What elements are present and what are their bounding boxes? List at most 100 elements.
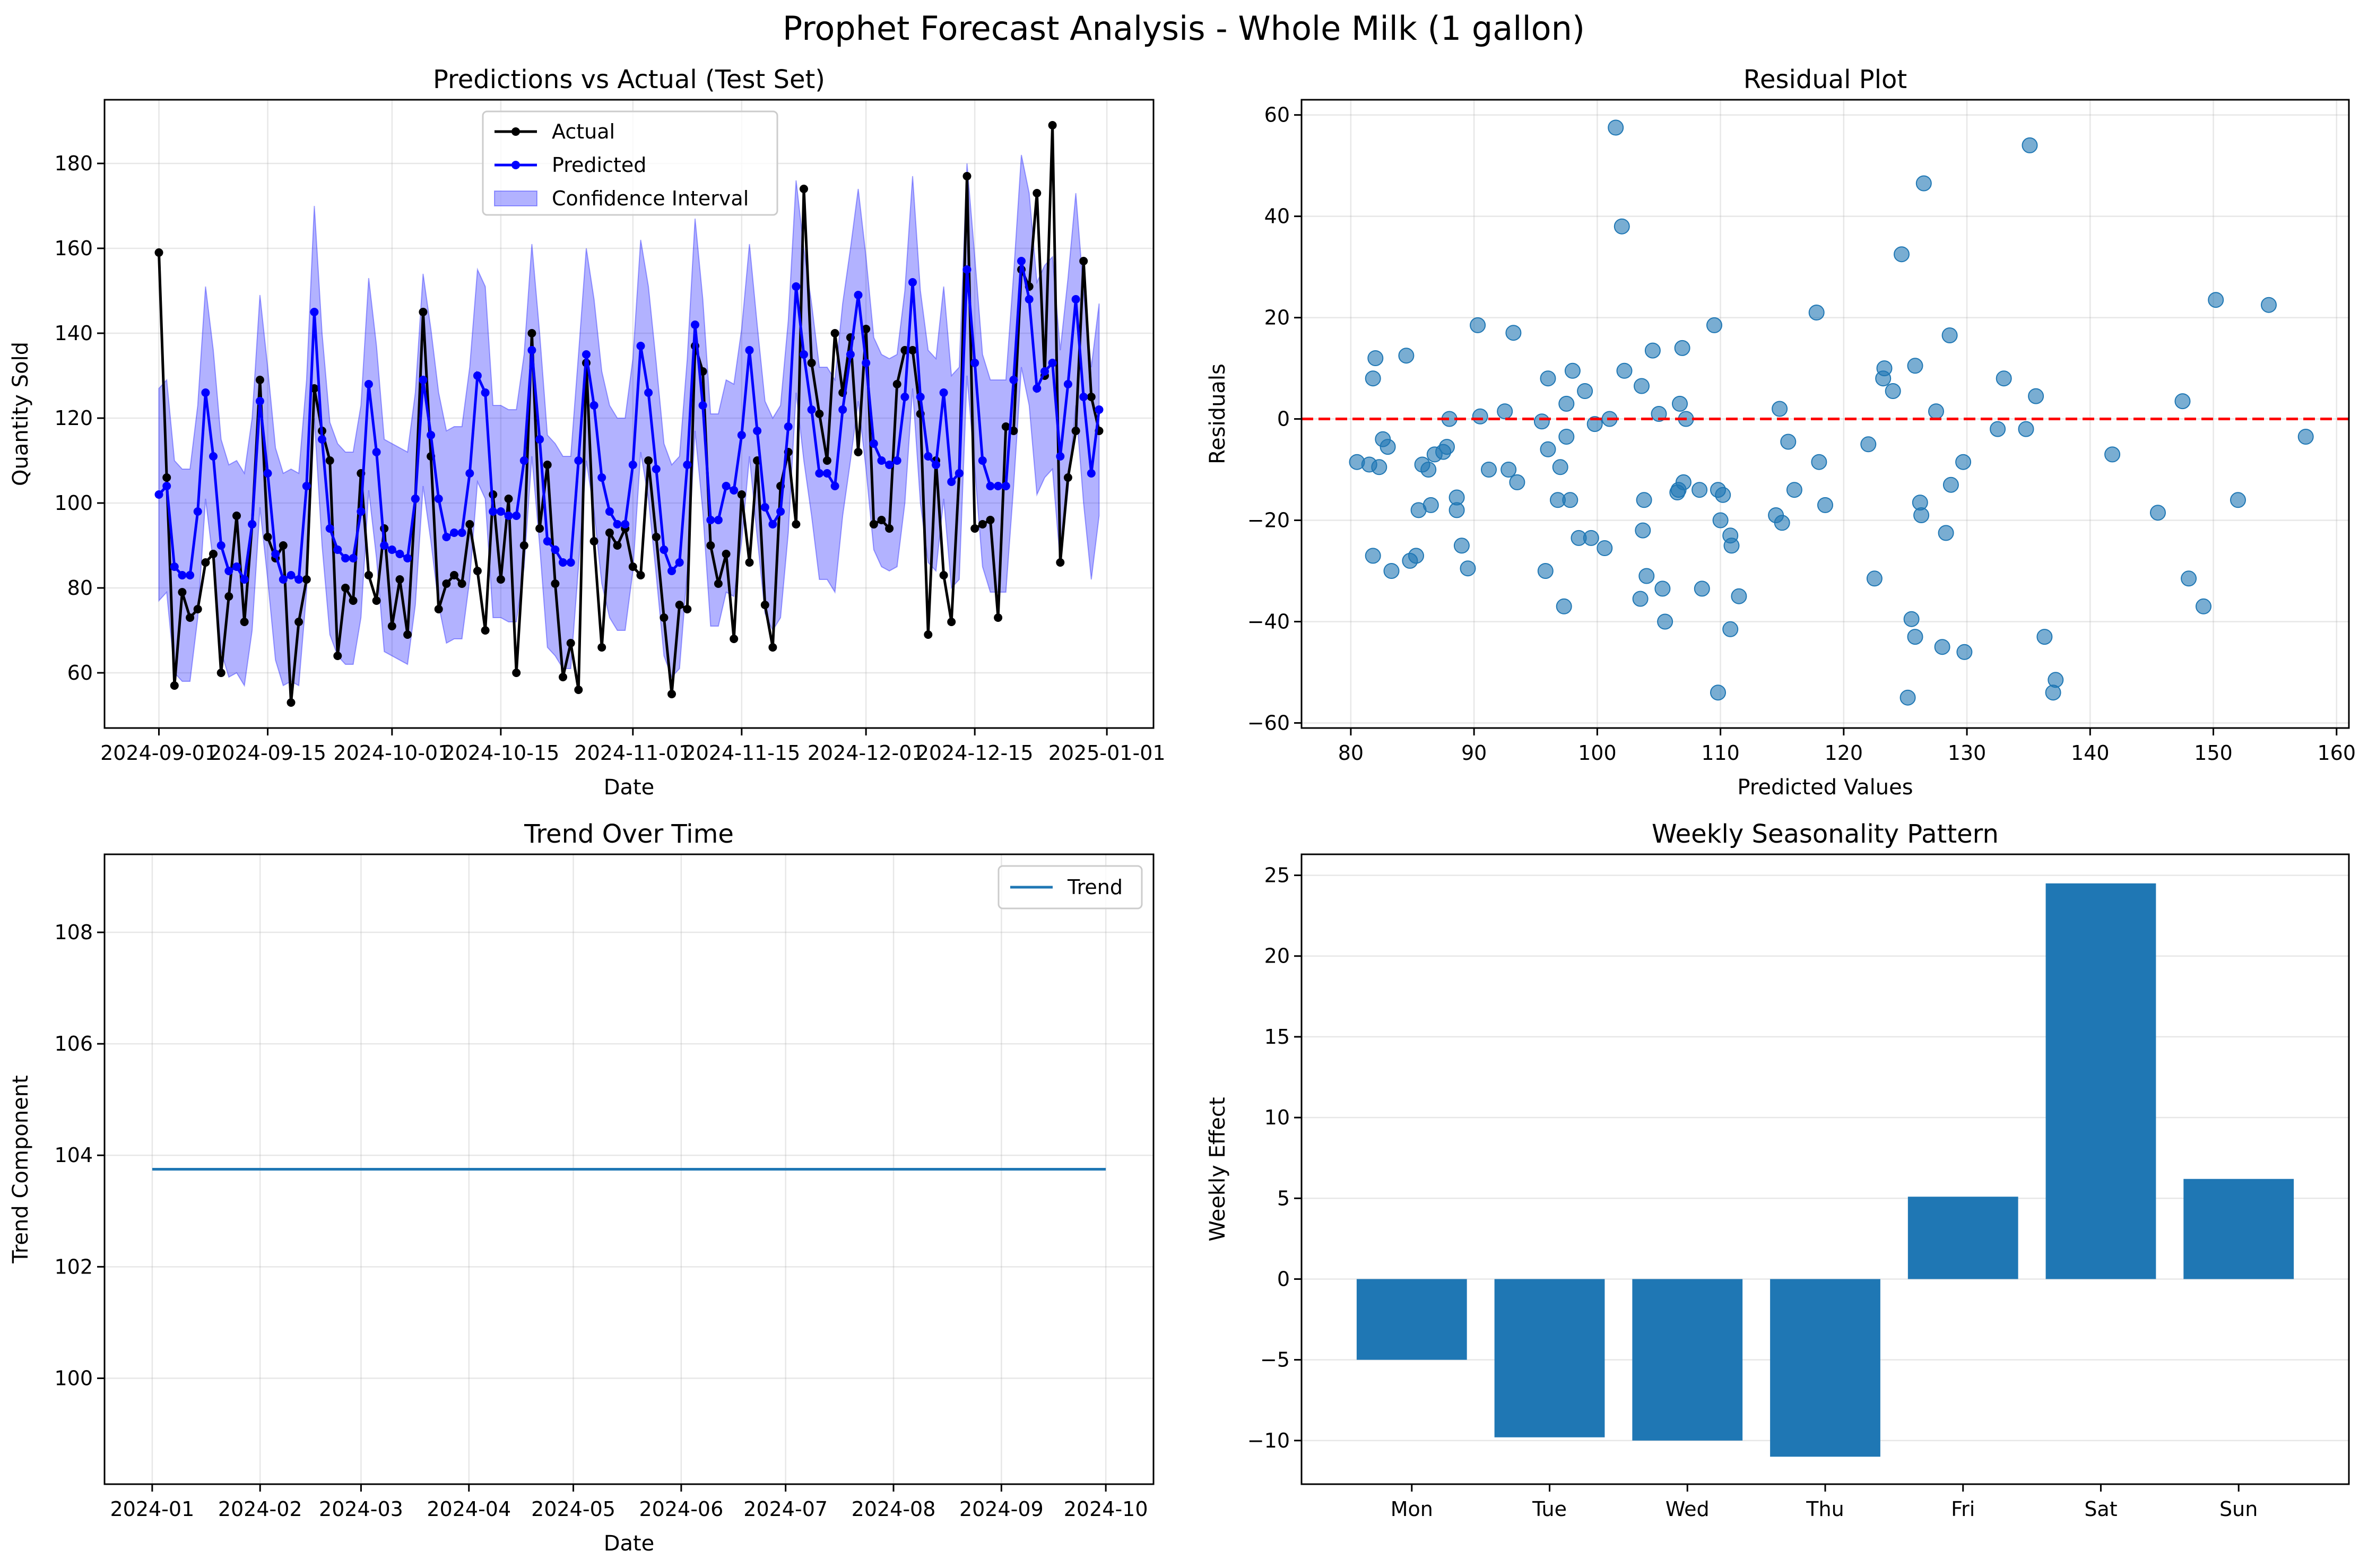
predicted-point xyxy=(737,431,746,439)
residual-point xyxy=(1706,317,1722,333)
predicted-point xyxy=(1056,452,1065,461)
residual-point xyxy=(1616,362,1633,379)
residual-point xyxy=(1634,378,1650,394)
predicted-point xyxy=(1048,359,1057,367)
predicted-point xyxy=(240,575,249,584)
x-tick-label: 2024-05 xyxy=(531,1497,615,1521)
actual-point xyxy=(574,686,583,694)
residual-point xyxy=(1712,512,1729,529)
actual-point xyxy=(341,584,350,592)
actual-point xyxy=(364,571,373,579)
y-axis-label: Trend Component xyxy=(8,1075,33,1263)
actual-line xyxy=(158,125,1100,703)
predicted-point xyxy=(675,558,684,567)
predicted-point xyxy=(255,397,264,405)
residual-point xyxy=(1365,370,1381,387)
x-tick-label: Wed xyxy=(1666,1497,1710,1521)
actual-point xyxy=(519,541,528,550)
predicted-point xyxy=(939,388,948,397)
actual-point xyxy=(986,516,995,524)
predicted-point xyxy=(1087,469,1096,478)
residual-point xyxy=(1472,408,1488,425)
actual-point xyxy=(457,579,466,588)
actual-point xyxy=(535,524,544,533)
actual-point xyxy=(830,329,839,337)
residual-point xyxy=(1367,350,1384,366)
residual-point xyxy=(1564,362,1581,379)
actual-point xyxy=(201,558,210,567)
residual-point xyxy=(1955,454,1972,470)
y-tick-label: 10 xyxy=(1264,1106,1290,1129)
residual-point xyxy=(1866,570,1883,587)
actual-point xyxy=(1063,473,1072,482)
residual-point xyxy=(1540,441,1556,457)
x-tick-label: 2024-10 xyxy=(1064,1497,1148,1521)
residual-point xyxy=(1383,563,1400,579)
predicted-point xyxy=(232,562,241,571)
residual-point xyxy=(1583,530,1599,546)
y-axis-label: Residuals xyxy=(1205,363,1230,464)
predicted-point xyxy=(683,461,692,469)
x-tick-label: 2024-11-15 xyxy=(683,741,800,765)
x-tick-label: Mon xyxy=(1391,1497,1433,1521)
predicted-point xyxy=(170,562,179,571)
x-tick-label: 2024-02 xyxy=(218,1497,302,1521)
x-tick-label: Thu xyxy=(1806,1497,1844,1521)
predicted-point xyxy=(1009,376,1018,384)
x-tick-label: 2024-09-15 xyxy=(209,741,326,765)
residual-point xyxy=(1899,689,1916,706)
predicted-point xyxy=(411,495,420,503)
residual-point xyxy=(1860,436,1877,453)
residual-point xyxy=(2022,137,2038,153)
residual-point xyxy=(1509,474,1525,490)
residual-point xyxy=(1537,563,1554,579)
predicted-point xyxy=(457,529,466,537)
residual-point xyxy=(2150,505,2166,521)
predicted-point xyxy=(760,503,769,512)
axes-frame xyxy=(103,853,1155,1485)
bar-sat xyxy=(2045,883,2156,1279)
y-tick-label: 100 xyxy=(54,1366,93,1390)
predicted-point xyxy=(566,558,575,567)
residual-point xyxy=(1913,507,1930,523)
actual-point xyxy=(605,529,614,537)
residual-point xyxy=(1497,403,1513,420)
x-tick-label: Sun xyxy=(2219,1497,2258,1521)
actual-point xyxy=(465,520,474,529)
axes-frame xyxy=(1300,853,2350,1485)
x-tick-label: 2024-06 xyxy=(639,1497,724,1521)
actual-point xyxy=(193,605,202,613)
x-tick-label: 2024-12-15 xyxy=(916,741,1034,765)
predicted-point xyxy=(753,427,762,435)
predicted-point xyxy=(830,482,839,490)
y-tick-label: 100 xyxy=(54,491,93,515)
predicted-point xyxy=(730,486,739,495)
residual-point xyxy=(1928,403,1944,420)
actual-point xyxy=(862,325,871,333)
actual-point xyxy=(745,558,754,567)
residual-point xyxy=(1632,591,1649,607)
actual-point xyxy=(224,592,233,601)
predicted-point xyxy=(660,545,669,554)
predicted-point xyxy=(846,350,855,359)
y-tick-label: 40 xyxy=(1264,205,1290,228)
actual-point xyxy=(628,562,637,571)
actual-point xyxy=(597,643,606,652)
actual-point xyxy=(892,380,901,388)
actual-point xyxy=(240,618,249,626)
residual-point xyxy=(1586,416,1603,432)
x-tick-label: 2024-11-01 xyxy=(574,741,691,765)
predicted-point xyxy=(427,431,436,439)
x-tick-label: 150 xyxy=(2194,741,2233,765)
predicted-point xyxy=(652,465,661,473)
actual-point xyxy=(170,681,179,690)
residual-point xyxy=(1786,482,1802,498)
actual-point xyxy=(683,605,692,613)
predicted-point xyxy=(582,350,591,359)
x-tick-label: 120 xyxy=(1825,741,1863,765)
axes-frame xyxy=(1300,99,2350,729)
actual-point xyxy=(395,575,404,584)
predicted-point xyxy=(792,282,801,291)
actual-point xyxy=(1071,427,1080,435)
